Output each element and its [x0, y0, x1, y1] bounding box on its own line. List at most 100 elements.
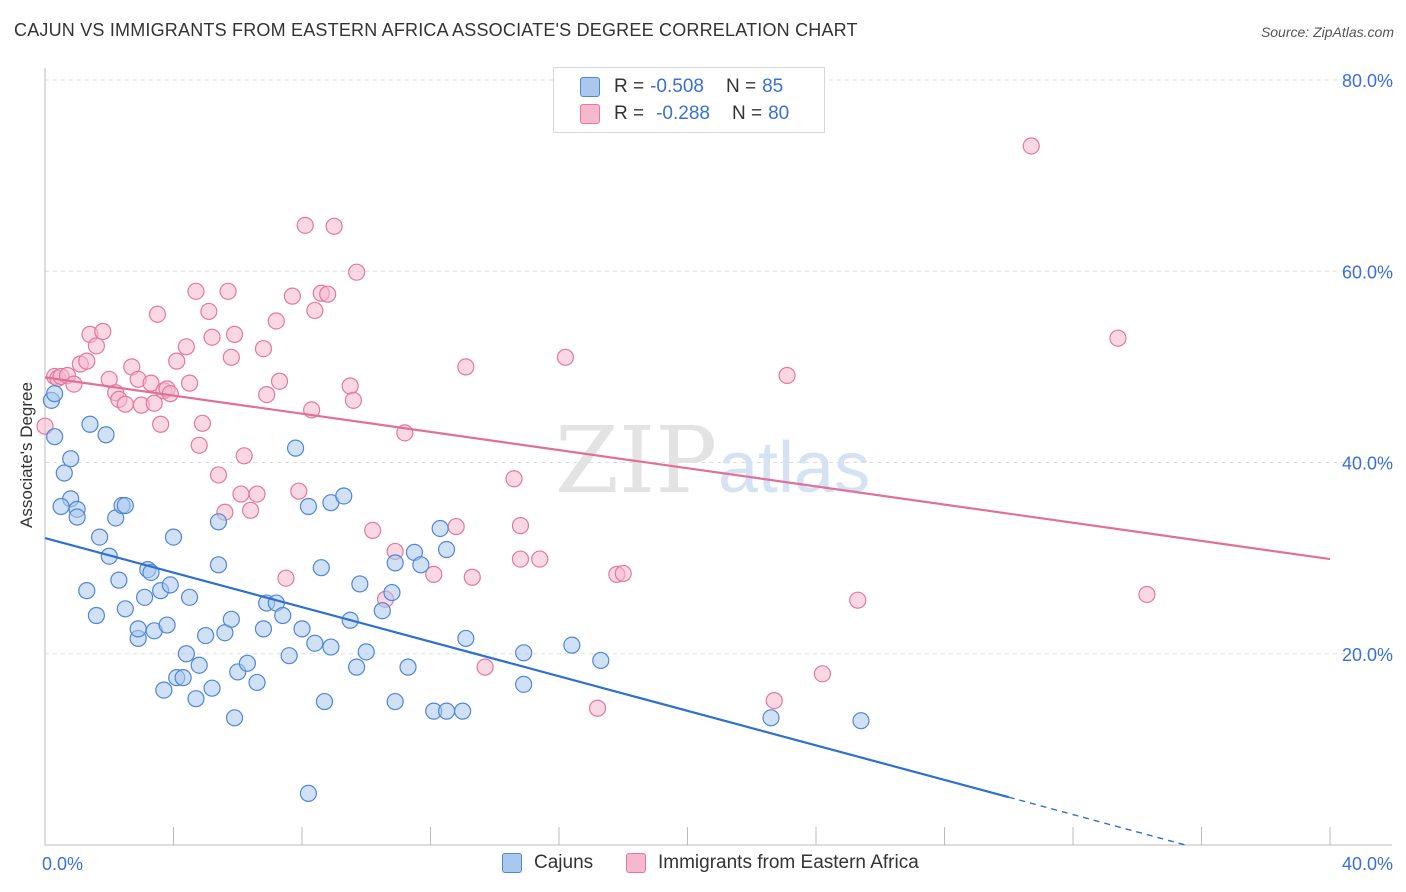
- y-tick-label: 60.0%: [1342, 262, 1393, 282]
- cajun-point: [164, 528, 183, 546]
- cajun-point: [203, 679, 221, 697]
- cajun-point: [299, 784, 318, 802]
- legend-n-label: N =: [731, 103, 763, 124]
- eastern-africa-point: [505, 470, 523, 488]
- series-eastern-africa-points: [36, 137, 1156, 717]
- cajun-point: [373, 602, 391, 620]
- cajun-point: [62, 450, 80, 468]
- eastern-africa-point: [142, 374, 160, 392]
- cajun-point: [454, 702, 472, 720]
- eastern-africa-swatch: [580, 104, 600, 124]
- series-legend: Cajuns Immigrants from Eastern Africa: [0, 852, 1406, 878]
- eastern-africa-point: [306, 301, 324, 320]
- eastern-africa-point: [222, 348, 240, 366]
- cajun-point: [515, 644, 533, 662]
- cajun-point: [116, 600, 134, 618]
- legend-row-cajun: R = -0.508 N = 85: [580, 74, 783, 100]
- eastern-africa-point: [364, 521, 382, 539]
- eastern-africa-point: [145, 394, 163, 412]
- eastern-africa-point: [319, 285, 337, 303]
- cajun-point: [248, 673, 266, 692]
- cajun-point: [46, 385, 64, 403]
- eastern-africa-swatch: [626, 853, 646, 873]
- cajun-point: [592, 651, 610, 670]
- legend-n-label: N =: [725, 76, 757, 97]
- cajun-point: [762, 709, 780, 727]
- cajun-point: [348, 658, 366, 676]
- eastern-africa-point: [425, 565, 443, 583]
- legend-row-eastern-africa: R = -0.288 N = 80: [580, 101, 789, 127]
- legend-item-cajuns[interactable]: Cajuns: [502, 852, 593, 874]
- eastern-africa-point: [248, 485, 266, 503]
- eastern-africa-point: [476, 658, 494, 676]
- eastern-africa-point: [1109, 329, 1127, 347]
- cajun-point: [322, 638, 340, 656]
- cajun-point: [351, 575, 369, 593]
- cajun-point: [280, 647, 298, 665]
- y-tick-label: 80.0%: [1342, 71, 1393, 91]
- cajun-trend-extension: [1008, 796, 1186, 846]
- cajun-point: [52, 497, 70, 516]
- cajun-point: [399, 658, 417, 676]
- cajun-point: [437, 702, 456, 720]
- watermark-atlas: atlas: [718, 428, 870, 508]
- eastern-africa-point: [209, 466, 228, 484]
- eastern-africa-point: [78, 352, 96, 370]
- eastern-africa-point: [270, 372, 289, 390]
- cajun-point: [155, 681, 173, 699]
- x-tick-label-min: 0.0%: [42, 854, 83, 874]
- eastern-africa-trend-line: [44, 376, 1331, 561]
- cajun-point: [91, 528, 109, 546]
- eastern-africa-point: [116, 395, 134, 413]
- legend-label-cajuns: Cajuns: [534, 852, 594, 873]
- x-tick-label-max: 40.0%: [1342, 854, 1393, 874]
- eastern-africa-point: [254, 340, 273, 358]
- cajun-point: [129, 620, 147, 638]
- cajun-point: [190, 656, 208, 674]
- cajun-point: [852, 712, 870, 730]
- correlation-legend: R = -0.508 N = 85 R = -0.288 N = 80: [553, 67, 825, 133]
- cajun-point: [254, 620, 273, 638]
- cajun-swatch: [502, 853, 522, 873]
- eastern-africa-point: [203, 328, 221, 346]
- y-tick-label: 40.0%: [1342, 454, 1393, 474]
- cajun-point: [177, 645, 195, 663]
- eastern-africa-point: [348, 263, 366, 281]
- legend-r-value: -0.288: [656, 103, 710, 124]
- eastern-africa-point: [341, 377, 359, 395]
- cajun-point: [274, 606, 292, 625]
- legend-n-value: 80: [768, 103, 790, 124]
- cajun-point: [222, 610, 240, 628]
- cajun-point: [209, 513, 228, 531]
- eastern-africa-point: [87, 337, 106, 355]
- eastern-africa-point: [778, 366, 796, 385]
- eastern-africa-point: [190, 436, 208, 454]
- cajun-point: [412, 556, 430, 574]
- legend-r-value: -0.508: [650, 76, 704, 97]
- cajun-point: [135, 588, 154, 606]
- cajun-point: [286, 439, 305, 457]
- cajun-point: [386, 554, 404, 572]
- cajun-point: [180, 588, 199, 606]
- cajun-point: [315, 692, 334, 711]
- legend-item-eastern-africa[interactable]: Immigrants from Eastern Africa: [626, 852, 919, 874]
- cajun-point: [306, 634, 324, 652]
- cajun-point: [110, 571, 128, 589]
- tick-labels: 20.0% 40.0% 60.0% 80.0% 0.0% 40.0%: [42, 71, 1393, 874]
- cajun-point: [87, 606, 106, 625]
- cajun-point: [174, 669, 192, 687]
- watermark: ZIP atlas: [555, 407, 870, 514]
- cajun-point: [225, 709, 244, 727]
- eastern-africa-point: [200, 302, 218, 321]
- legend-r-label: R =: [614, 76, 645, 97]
- eastern-africa-point: [290, 482, 308, 500]
- eastern-africa-point: [168, 352, 186, 370]
- eastern-africa-point: [152, 415, 170, 433]
- eastern-africa-point: [325, 217, 343, 235]
- eastern-africa-point: [1022, 137, 1040, 155]
- cajun-point: [116, 496, 134, 515]
- cajun-point: [238, 654, 256, 672]
- eastern-africa-point: [457, 358, 475, 376]
- eastern-africa-point: [1138, 585, 1156, 604]
